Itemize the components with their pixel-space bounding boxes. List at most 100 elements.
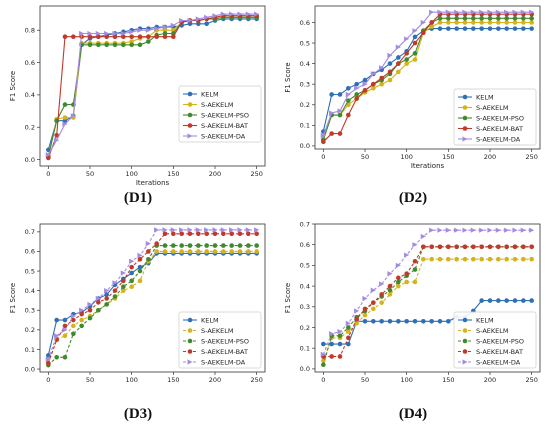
data-point — [496, 20, 501, 25]
x-tick-label: 250 — [250, 170, 262, 178]
legend-marker — [462, 94, 468, 100]
data-point — [412, 57, 418, 62]
y-tick-label: 0.3 — [300, 80, 310, 88]
data-point — [446, 318, 451, 324]
data-point — [471, 20, 476, 25]
y-tick-label: 0.5 — [300, 39, 310, 47]
legend-marker — [462, 126, 468, 131]
x-axis-label: Iterations — [411, 162, 445, 170]
data-point — [404, 61, 409, 66]
data-point — [320, 351, 326, 358]
data-point — [62, 333, 68, 339]
y-tick-label: 0.6 — [300, 19, 310, 27]
data-point — [46, 353, 51, 358]
legend-label: S-AEKELM-PSO — [476, 114, 524, 122]
chart-panel-1: 0 50 100 150 200 250 0.0 0.2 0.4 0.6 0.8 F1 Score It… — [9, 5, 266, 206]
data-point — [504, 227, 510, 233]
legend-marker — [462, 115, 468, 121]
legend-label: S-AEKELM-DA — [201, 358, 246, 366]
data-point — [121, 288, 126, 293]
data-point — [420, 233, 426, 240]
data-point — [371, 306, 376, 312]
data-point — [170, 227, 176, 233]
data-point — [337, 108, 343, 114]
data-point — [187, 249, 193, 254]
data-point — [479, 16, 484, 21]
legend-marker — [462, 338, 468, 344]
x-tick-label: 100 — [400, 376, 412, 384]
data-point — [137, 252, 143, 258]
data-point — [437, 318, 443, 324]
data-point — [495, 227, 501, 233]
legend-label: KELM — [201, 316, 219, 324]
data-point — [412, 267, 418, 272]
data-point — [195, 16, 201, 22]
data-point — [337, 112, 343, 118]
data-point — [137, 34, 143, 40]
y-tick-label: 0.4 — [300, 282, 310, 290]
data-point — [71, 331, 76, 337]
data-point — [421, 256, 426, 262]
data-point — [354, 308, 360, 314]
data-point — [404, 279, 409, 285]
data-point — [437, 9, 443, 15]
data-point — [470, 9, 476, 15]
data-point — [121, 42, 126, 48]
data-point — [504, 26, 509, 31]
data-point — [204, 249, 209, 254]
chart-panel-2: 0 50 100 150 200 250 0.0 0.1 0.2 0.3 0.4 0.5 0.6 F1 S… — [284, 5, 541, 206]
data-point — [354, 321, 359, 326]
data-point — [62, 317, 68, 323]
x-tick-label: 250 — [250, 376, 262, 384]
data-point — [346, 325, 351, 330]
data-point — [479, 244, 484, 250]
data-point — [504, 298, 509, 303]
data-point — [487, 298, 493, 303]
data-point — [446, 256, 451, 262]
y-axis-label: F1 Score — [9, 71, 17, 101]
data-point — [321, 341, 326, 347]
data-point — [387, 318, 393, 324]
data-point — [104, 302, 109, 307]
data-point — [387, 52, 393, 58]
data-point — [162, 34, 168, 40]
data-point — [504, 244, 509, 250]
data-point — [171, 243, 176, 248]
data-point — [71, 34, 76, 40]
data-point — [529, 16, 534, 21]
x-tick-label: 100 — [125, 170, 137, 178]
data-point — [412, 34, 418, 40]
data-point — [471, 256, 476, 262]
data-point — [446, 26, 451, 31]
data-point — [479, 20, 484, 25]
data-point — [454, 26, 459, 31]
data-point — [146, 34, 151, 40]
data-point — [437, 16, 443, 21]
y-tick-label: 0.8 — [25, 27, 35, 35]
data-point — [379, 65, 385, 71]
legend-label: S-AEKELM-PSO — [476, 337, 524, 345]
legend-label: S-AEKELM-BAT — [201, 122, 248, 130]
y-tick-label: 0.0 — [25, 156, 35, 164]
data-point — [87, 30, 93, 37]
data-point — [87, 315, 93, 321]
data-point — [146, 249, 151, 254]
chart-panel-4: 0 50 100 150 200 250 0.0 0.1 0.2 0.3 0.4 0.5 0.6 0.7 F… — [284, 220, 541, 422]
data-point — [137, 256, 143, 262]
data-point — [454, 16, 459, 21]
data-point — [221, 231, 226, 237]
legend-label: S-AEKELM-PSO — [201, 111, 249, 119]
legend-box — [453, 311, 537, 369]
data-point — [254, 227, 260, 233]
data-point — [496, 244, 501, 250]
data-point — [79, 311, 84, 317]
data-point — [371, 300, 376, 305]
data-point — [45, 356, 51, 362]
data-point — [420, 19, 426, 26]
data-point — [445, 9, 451, 15]
data-point — [396, 318, 401, 324]
data-point — [129, 270, 134, 276]
data-point — [379, 75, 384, 81]
data-point — [321, 362, 326, 368]
y-tick-label: 0.4 — [300, 60, 310, 68]
